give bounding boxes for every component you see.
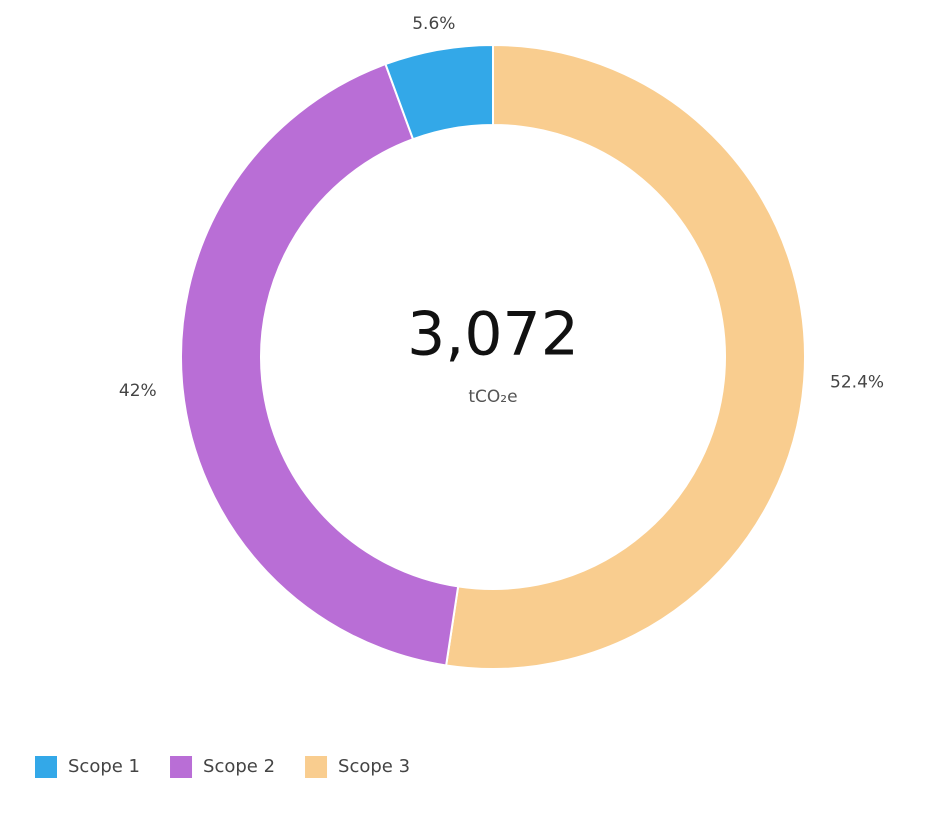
center-value: 3,072 bbox=[407, 300, 579, 370]
data-label: 42% bbox=[119, 381, 157, 401]
legend-swatch bbox=[305, 756, 328, 778]
legend-label: Scope 2 bbox=[203, 756, 275, 777]
data-label: 5.6% bbox=[412, 14, 455, 34]
legend-swatch bbox=[170, 756, 193, 778]
legend-label: Scope 1 bbox=[68, 756, 140, 777]
legend-swatch bbox=[35, 756, 57, 778]
legend-label: Scope 3 bbox=[338, 756, 410, 777]
center-unit: tCO₂e bbox=[468, 387, 517, 407]
donut-segment bbox=[444, 43, 806, 670]
donut-segment bbox=[180, 62, 460, 667]
donut-segment bbox=[384, 43, 494, 141]
data-label: 52.4% bbox=[830, 372, 884, 392]
